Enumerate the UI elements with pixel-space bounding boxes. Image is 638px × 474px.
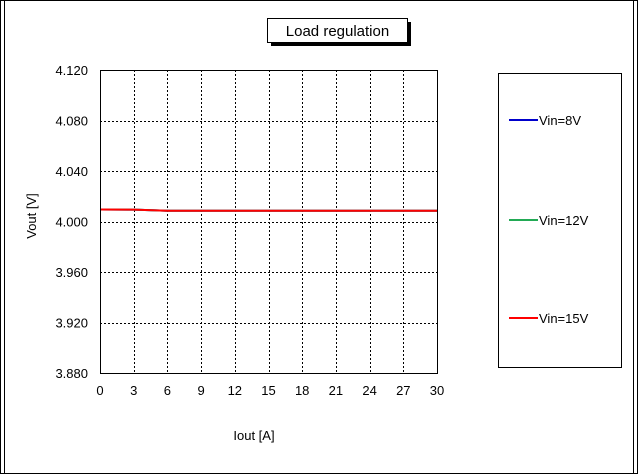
series-layer [99, 208, 437, 212]
x-axis-label: Iout [A] [233, 428, 274, 443]
y-tick-label: 4.120 [55, 63, 88, 78]
x-tick-label: 9 [197, 383, 204, 398]
x-tick-label: 6 [164, 383, 171, 398]
y-tick-label: 3.960 [55, 265, 88, 280]
legend-label: Vin=12V [539, 213, 589, 228]
plot-area-border [100, 70, 438, 374]
y-tick-label: 4.000 [55, 215, 88, 230]
legend-label: Vin=15V [539, 311, 589, 326]
legend: Vin=8V Vin=12V Vin=15V [509, 113, 589, 326]
y-tick-label: 3.880 [55, 366, 88, 381]
y-tick-label: 4.080 [55, 114, 88, 129]
x-tick-label: 0 [96, 383, 103, 398]
grid-layer [100, 70, 437, 373]
x-tick-label: 12 [228, 383, 242, 398]
title-box [267, 18, 408, 43]
x-tick-label: 27 [396, 383, 410, 398]
tick-layer: 0 3 6 9 12 15 18 21 24 27 30 4.120 4.080 4.040 4.000 3.… [55, 63, 444, 398]
x-tick-label: 21 [329, 383, 343, 398]
x-tick-label: 24 [362, 383, 376, 398]
y-tick-label: 4.040 [55, 164, 88, 179]
x-tick-label: 18 [295, 383, 309, 398]
x-tick-label: 30 [430, 383, 444, 398]
legend-label: Vin=8V [539, 113, 581, 128]
x-tick-label: 3 [130, 383, 137, 398]
y-axis-label: Vout [V] [24, 193, 39, 239]
y-tick-label: 3.920 [55, 316, 88, 331]
chart-title: Load regulation [286, 23, 389, 40]
x-tick-label: 15 [261, 383, 275, 398]
series-line-3 [99, 208, 437, 212]
